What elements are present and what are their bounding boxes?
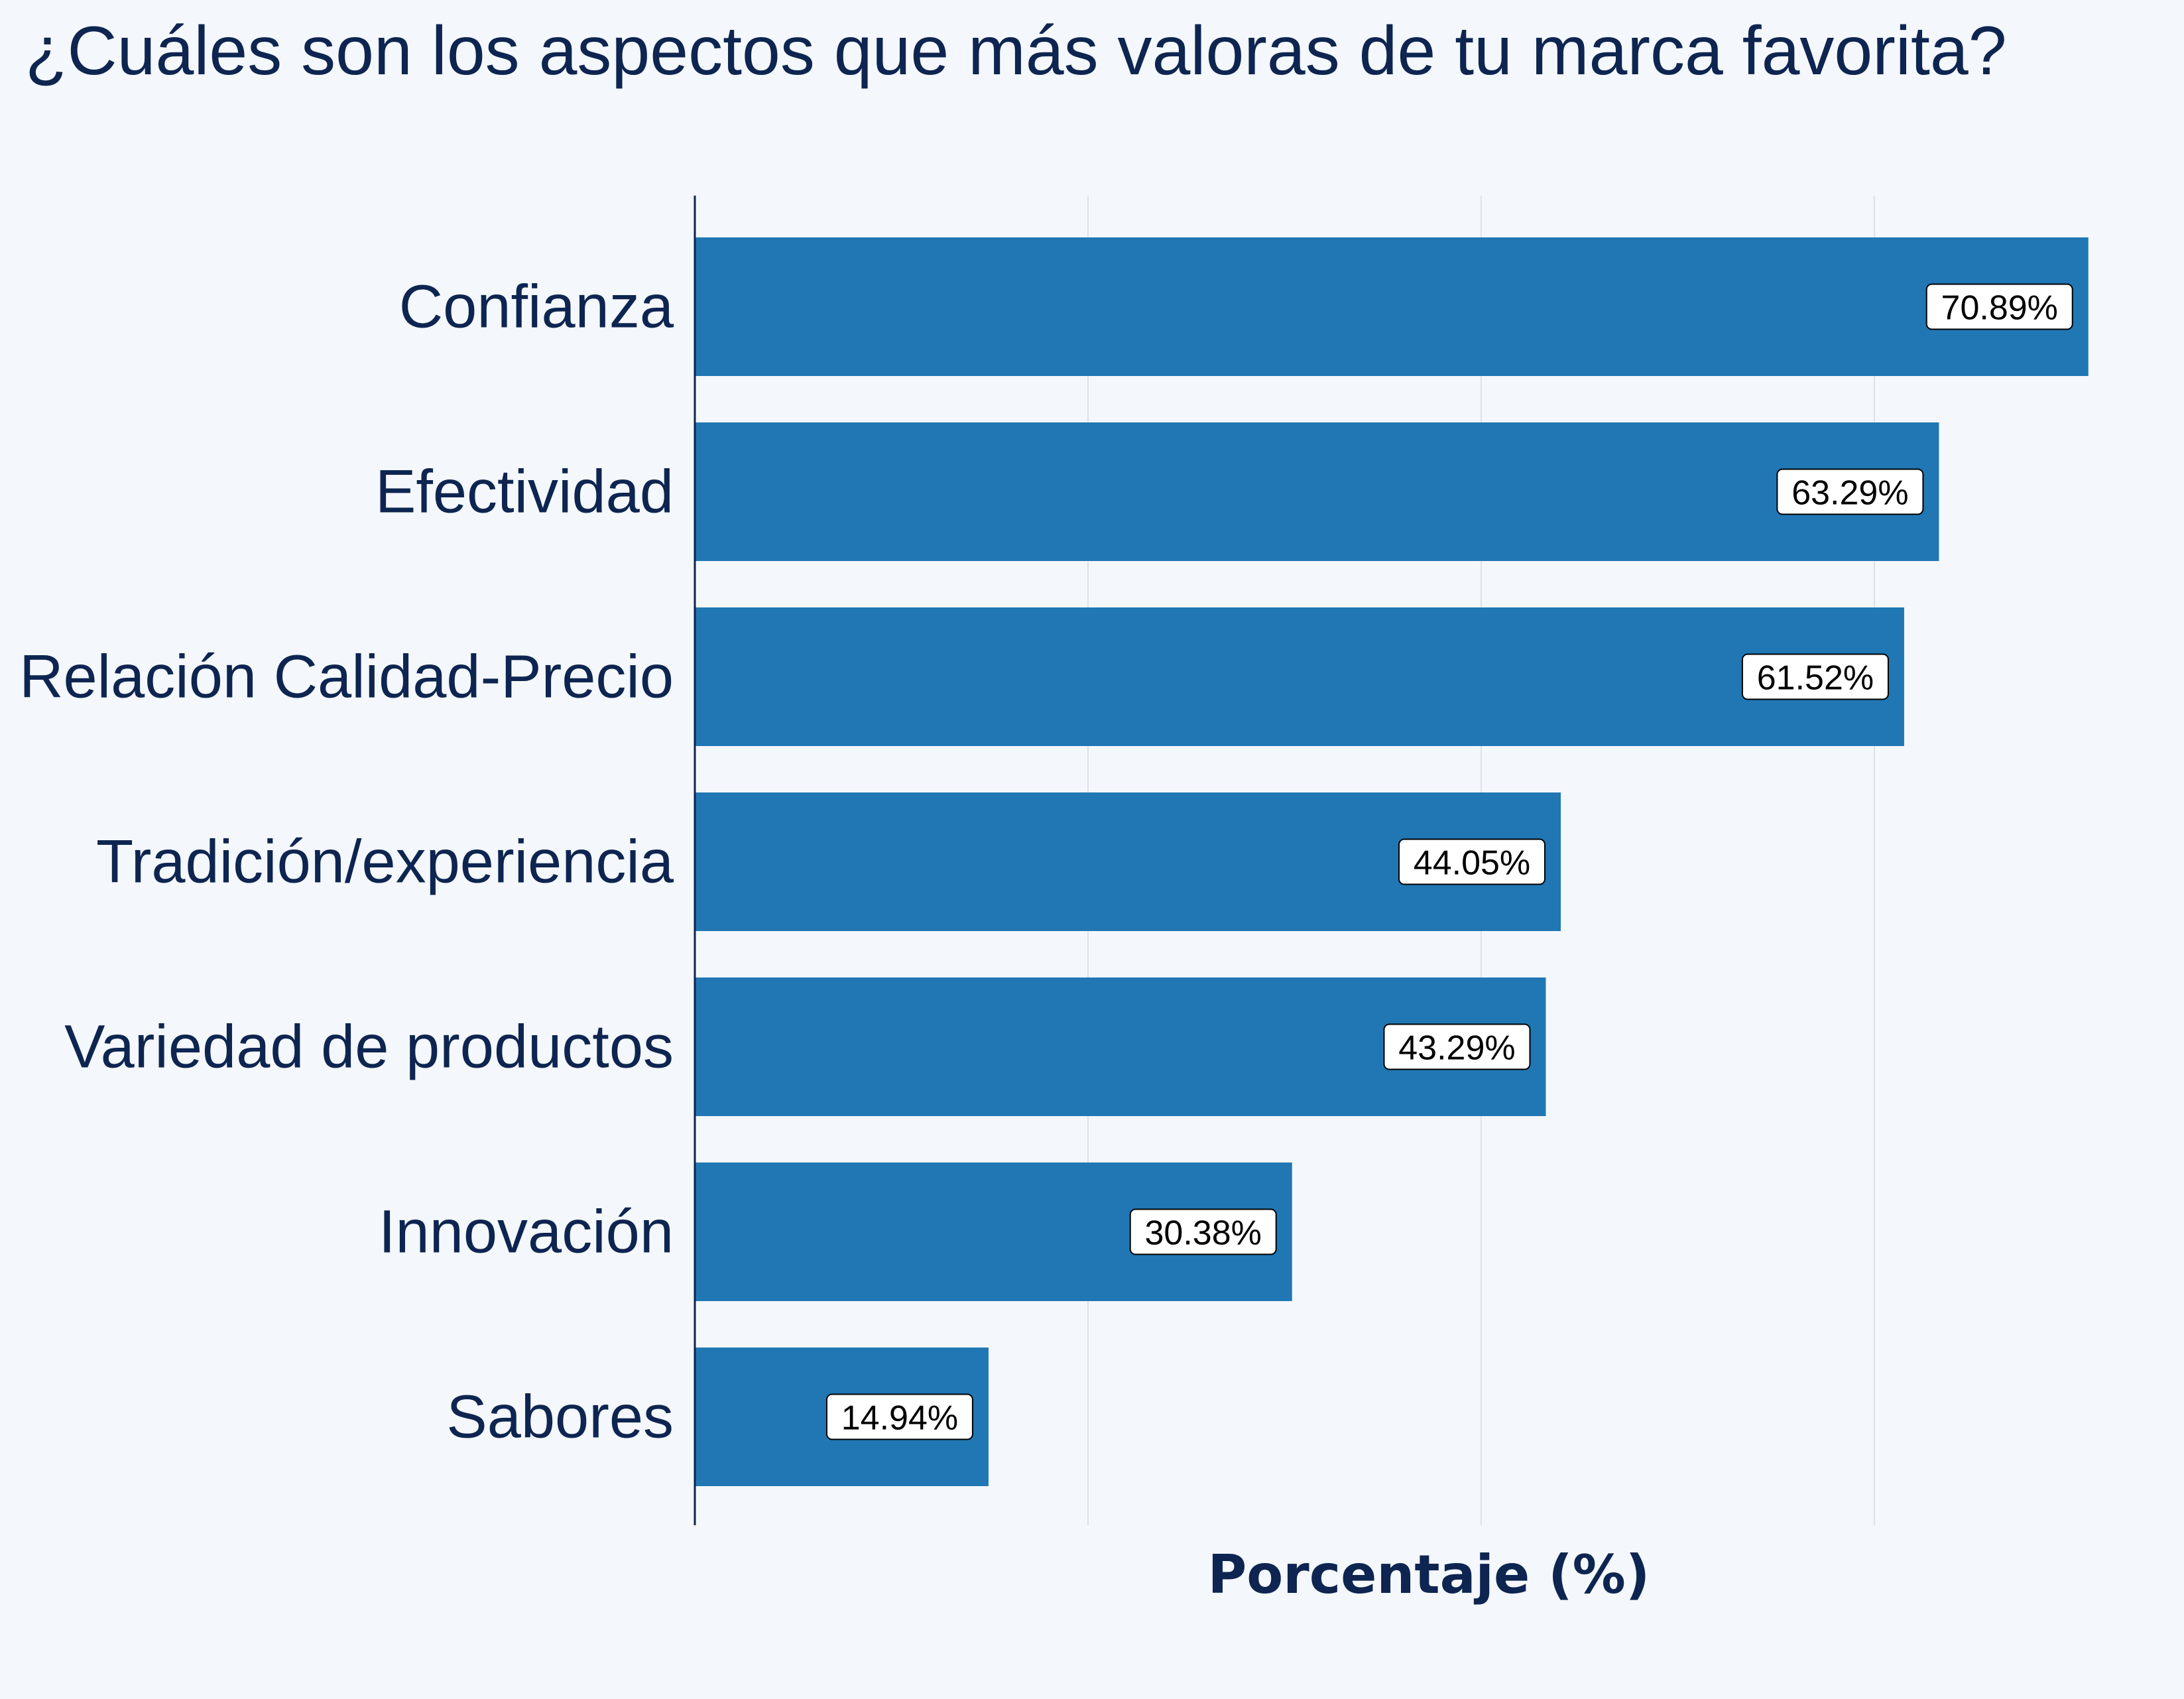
value-label-box bbox=[1776, 468, 1924, 515]
category-label: Relación Calidad-Precio bbox=[19, 643, 674, 711]
value-label-text: 14.94% bbox=[841, 1399, 958, 1438]
bars bbox=[695, 237, 2089, 1486]
value-label: 30.38% bbox=[1129, 1208, 1277, 1255]
value-label-box bbox=[1383, 1023, 1531, 1070]
bar bbox=[695, 607, 1904, 746]
value-label-box bbox=[825, 1393, 973, 1440]
category-labels: Confianza Efectividad Relación Calidad-Pre… bbox=[19, 273, 674, 1451]
value-label: 14.94% bbox=[825, 1393, 973, 1440]
value-label-text: 63.29% bbox=[1791, 474, 1908, 513]
value-label-box bbox=[1398, 838, 1546, 885]
category-label: Sabores bbox=[446, 1383, 674, 1451]
value-label-text: 44.05% bbox=[1414, 844, 1530, 883]
category-label: Confianza bbox=[399, 273, 674, 341]
chart-title: ¿Cuáles son los aspectos que más valoras… bbox=[25, 13, 2007, 90]
value-label-text: 43.29% bbox=[1398, 1029, 1515, 1068]
x-axis-label: Porcentaje (%) bbox=[1208, 1544, 1650, 1605]
category-label: Efectividad bbox=[375, 458, 674, 526]
category-label: Variedad de productos bbox=[64, 1013, 674, 1081]
value-label: 70.89% bbox=[1925, 283, 2073, 330]
value-label: 43.29% bbox=[1383, 1023, 1531, 1070]
value-label-box bbox=[1741, 653, 1889, 700]
value-label-text: 61.52% bbox=[1757, 659, 1874, 698]
value-label-text: 30.38% bbox=[1145, 1214, 1262, 1253]
value-labels: 70.89% 63.29% 61.52% 44.05% 43.29% 30.38% 14.9… bbox=[825, 283, 2073, 1440]
bar bbox=[695, 237, 2089, 376]
bar bbox=[695, 422, 1939, 561]
value-label-box bbox=[1129, 1208, 1277, 1255]
value-label: 61.52% bbox=[1741, 653, 1889, 700]
value-label-box bbox=[1925, 283, 2073, 330]
category-label: Innovación bbox=[379, 1198, 674, 1266]
value-label-text: 70.89% bbox=[1941, 289, 2058, 328]
value-label: 63.29% bbox=[1776, 468, 1924, 515]
value-label: 44.05% bbox=[1398, 838, 1546, 885]
category-label: Tradición/experiencia bbox=[96, 828, 674, 896]
